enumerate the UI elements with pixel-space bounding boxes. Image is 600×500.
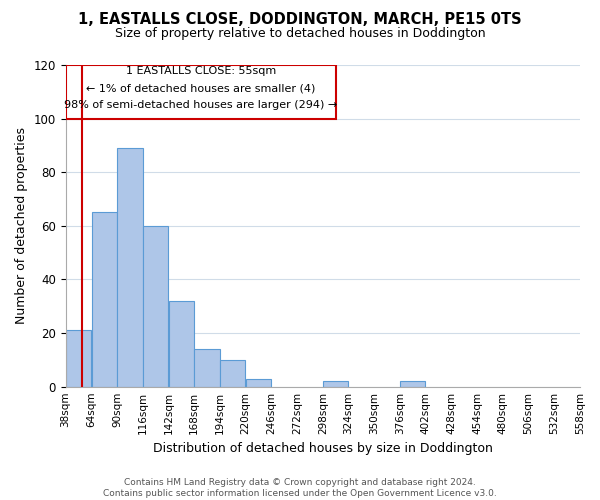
Bar <box>400 382 425 386</box>
Text: 98% of semi-detached houses are larger (294) →: 98% of semi-detached houses are larger (… <box>64 100 337 110</box>
Bar <box>65 65 335 118</box>
Bar <box>323 382 348 386</box>
Bar <box>169 301 194 386</box>
Text: 1 EASTALLS CLOSE: 55sqm: 1 EASTALLS CLOSE: 55sqm <box>125 66 276 76</box>
Bar <box>220 360 245 386</box>
Text: Size of property relative to detached houses in Doddington: Size of property relative to detached ho… <box>115 28 485 40</box>
Bar <box>66 330 91 386</box>
Bar <box>194 349 220 387</box>
Text: Contains HM Land Registry data © Crown copyright and database right 2024.
Contai: Contains HM Land Registry data © Crown c… <box>103 478 497 498</box>
Text: ← 1% of detached houses are smaller (4): ← 1% of detached houses are smaller (4) <box>86 83 316 93</box>
Bar <box>118 148 143 386</box>
Bar <box>92 212 117 386</box>
Bar <box>143 226 168 386</box>
Bar <box>246 378 271 386</box>
X-axis label: Distribution of detached houses by size in Doddington: Distribution of detached houses by size … <box>153 442 493 455</box>
Text: 1, EASTALLS CLOSE, DODDINGTON, MARCH, PE15 0TS: 1, EASTALLS CLOSE, DODDINGTON, MARCH, PE… <box>78 12 522 28</box>
Y-axis label: Number of detached properties: Number of detached properties <box>15 128 28 324</box>
